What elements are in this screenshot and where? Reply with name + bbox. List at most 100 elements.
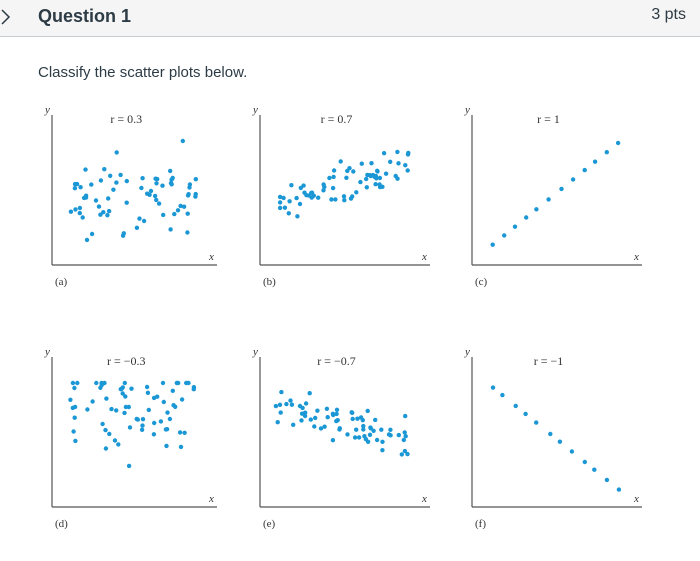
- panel-5-point: [388, 427, 393, 432]
- panel-6-point: [616, 487, 622, 492]
- panel-2-point: [364, 185, 369, 190]
- panel-2-r-label: r = 0.7: [321, 112, 353, 126]
- panel-1-point: [148, 188, 154, 194]
- panel-5-point: [355, 416, 360, 421]
- panel-4-point: [120, 391, 125, 396]
- panel-2-point: [388, 159, 393, 164]
- panel-4-point: [151, 395, 157, 401]
- panel-6-point: [548, 431, 553, 437]
- panel-4-point: [123, 404, 129, 410]
- panel-3-x-axis-label: x: [633, 251, 639, 263]
- panel-5-point: [405, 451, 410, 457]
- panel-2-point: [383, 171, 389, 176]
- panel-2-point: [369, 161, 374, 166]
- panel-5-point: [380, 448, 385, 453]
- panel-4-point: [167, 416, 173, 422]
- panel-5-point: [291, 422, 296, 427]
- panel-4-point: [90, 399, 95, 404]
- panel-5-point: [330, 438, 336, 443]
- panel-2-point: [329, 197, 334, 202]
- panel-2-point: [294, 195, 299, 201]
- panel-4-x-axis-label: x: [208, 493, 214, 505]
- panel-1-point: [108, 173, 113, 178]
- panel-2-point: [316, 195, 321, 200]
- panel-1-point: [105, 213, 110, 218]
- panel-2-point: [304, 193, 309, 198]
- panel-4-point: [158, 419, 164, 424]
- panel-4-r-label: r = −0.3: [107, 354, 146, 368]
- panel-1-point: [83, 193, 89, 198]
- panel-2-point: [375, 169, 380, 174]
- panel-4-point: [170, 388, 175, 393]
- panel-5-point: [373, 417, 378, 423]
- panel-2-point: [342, 198, 347, 203]
- panel-4-point: [145, 390, 151, 395]
- panel-5-point: [302, 413, 308, 419]
- panel-5-point: [289, 402, 295, 407]
- panel-6-point: [534, 420, 539, 425]
- panel-4-point: [178, 444, 184, 450]
- panel-6-point: [592, 467, 597, 472]
- panel-2-point: [359, 161, 364, 166]
- panel-5-point: [361, 427, 366, 432]
- panel-1-point: [89, 182, 94, 187]
- panel-5-point: [349, 410, 354, 415]
- panel-4-point: [140, 423, 145, 428]
- panel-1-point: [193, 191, 198, 197]
- panel-4-point: [70, 380, 76, 386]
- panel-3-r-label: r = 1: [537, 112, 560, 126]
- panel-5-point: [312, 424, 317, 429]
- panel-1-point: [141, 218, 147, 224]
- panel-1-point: [147, 192, 152, 197]
- panel-5-point: [356, 435, 362, 440]
- panel-6-point: [513, 403, 518, 409]
- panel-5-point: [279, 389, 284, 395]
- panel-1-point: [160, 183, 165, 188]
- panel-1-point: [124, 200, 129, 205]
- question-title: Question 1: [38, 6, 132, 26]
- panel-5-point: [300, 405, 305, 411]
- panel-2-point: [344, 175, 349, 180]
- panel-1-point: [178, 203, 183, 209]
- panel-1-point: [102, 167, 107, 172]
- panel-5-point: [374, 437, 380, 443]
- panel-2-panel-label: (b): [263, 276, 276, 288]
- panel-2-point: [377, 184, 383, 190]
- panel-2-point: [338, 159, 343, 164]
- panel-3-point: [546, 197, 551, 202]
- panel-2-point: [374, 176, 379, 181]
- panel-1-point: [72, 186, 78, 191]
- panel-4-point: [179, 397, 185, 402]
- panel-5-point: [288, 398, 293, 403]
- panel-3-point: [534, 207, 539, 212]
- panel-2-point: [289, 183, 294, 188]
- panel-5-point: [273, 403, 279, 409]
- panel-5-point: [371, 428, 376, 433]
- panel-1-point: [93, 198, 99, 203]
- panel-2-point: [297, 201, 303, 207]
- panel-5-point: [275, 420, 280, 425]
- panel-1-point: [154, 181, 159, 186]
- panel-1-point: [118, 172, 123, 178]
- panel-1-point: [83, 167, 88, 172]
- panel-5-point: [361, 423, 366, 429]
- panel-4-point: [177, 430, 183, 435]
- panel-6-point: [523, 411, 528, 417]
- panel-1-point: [77, 210, 83, 216]
- panel-5-point: [386, 432, 392, 437]
- chevron-right-icon[interactable]: [0, 8, 18, 26]
- panel-3-point: [615, 140, 621, 146]
- panel-1-point: [193, 177, 198, 182]
- panel-5-point: [307, 391, 312, 396]
- panel-1-point: [106, 196, 111, 201]
- panel-4-y-axis-label: y: [44, 346, 50, 358]
- panel-2-point: [287, 199, 292, 204]
- panel-2-point: [396, 161, 401, 166]
- panel-4-panel-label: (d): [55, 518, 68, 530]
- panel-4-point: [126, 463, 132, 469]
- panel-1-point: [134, 225, 140, 230]
- panel-1-point: [98, 212, 103, 217]
- panel-4-point: [184, 380, 189, 386]
- panel-3-point: [512, 224, 518, 229]
- panel-6-point: [490, 385, 496, 390]
